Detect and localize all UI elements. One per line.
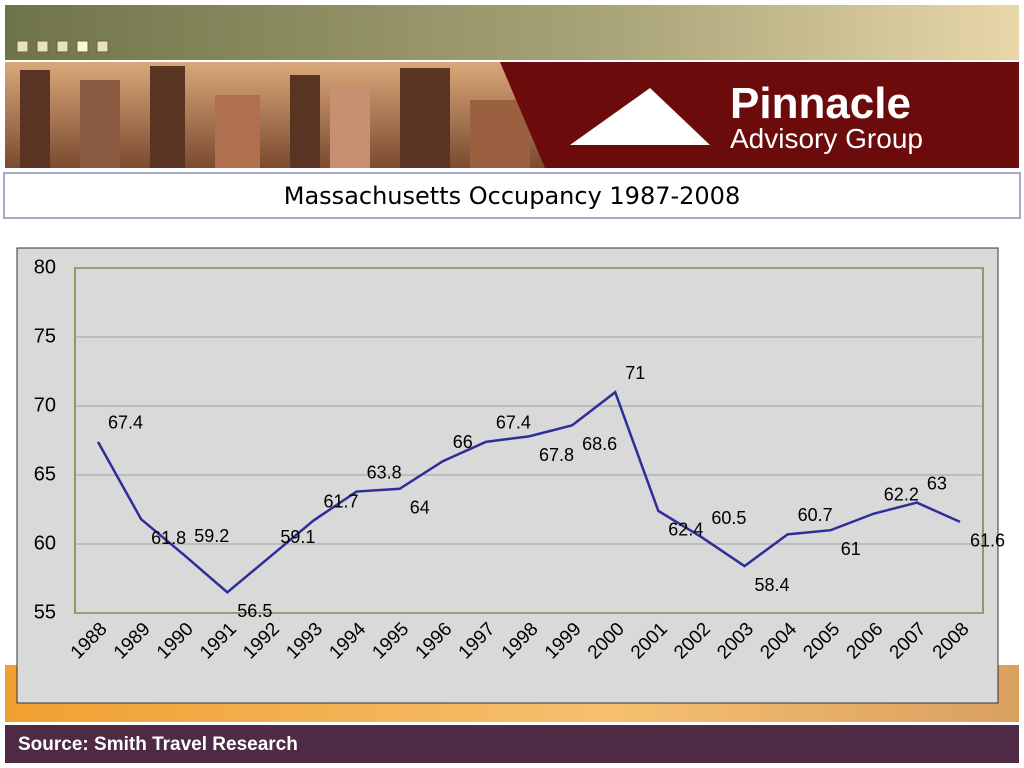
data-label: 59.1 [280, 527, 315, 547]
title-box [3, 172, 1021, 219]
data-label: 60.5 [711, 508, 746, 528]
plot-area [74, 267, 984, 614]
y-tick-label: 75 [34, 325, 56, 347]
data-label: 67.8 [539, 445, 574, 465]
data-label: 62.4 [668, 520, 703, 540]
chart-title: Massachusetts Occupancy 1987-2008 [284, 182, 740, 210]
data-label: 64 [410, 498, 430, 518]
data-label: 63 [927, 473, 947, 493]
source: Source: Smith Travel Research [18, 734, 298, 755]
y-tick-label: 80 [34, 256, 56, 278]
brand-sub: Advisory Group [730, 123, 923, 154]
data-label: 61 [841, 539, 861, 559]
data-label: 60.7 [798, 505, 833, 525]
data-label: 61.8 [151, 528, 186, 548]
y-tick-label: 60 [34, 532, 56, 554]
data-label: 68.6 [582, 434, 617, 454]
data-label: 66 [453, 432, 473, 452]
data-label: 67.4 [496, 413, 531, 433]
data-label: 56.5 [237, 601, 272, 621]
skyline [20, 66, 530, 168]
y-tick-label: 65 [34, 463, 56, 485]
header-top [5, 5, 1019, 60]
footer [5, 725, 1019, 763]
data-label: 58.4 [755, 575, 790, 595]
header-squares [16, 40, 109, 53]
y-tick-label: 70 [34, 394, 56, 416]
data-label: 61.7 [324, 491, 359, 511]
y-tick-label: 55 [34, 601, 56, 623]
data-label: 67.4 [108, 413, 143, 433]
logo-mountain [570, 88, 710, 145]
data-label: 71 [625, 363, 645, 383]
data-label: 62.2 [884, 484, 919, 504]
data-label: 63.8 [367, 462, 402, 482]
brand: Pinnacle [730, 79, 911, 128]
series-line [96, 390, 961, 594]
data-label: 59.2 [194, 526, 229, 546]
data-label: 61.6 [970, 531, 1005, 551]
